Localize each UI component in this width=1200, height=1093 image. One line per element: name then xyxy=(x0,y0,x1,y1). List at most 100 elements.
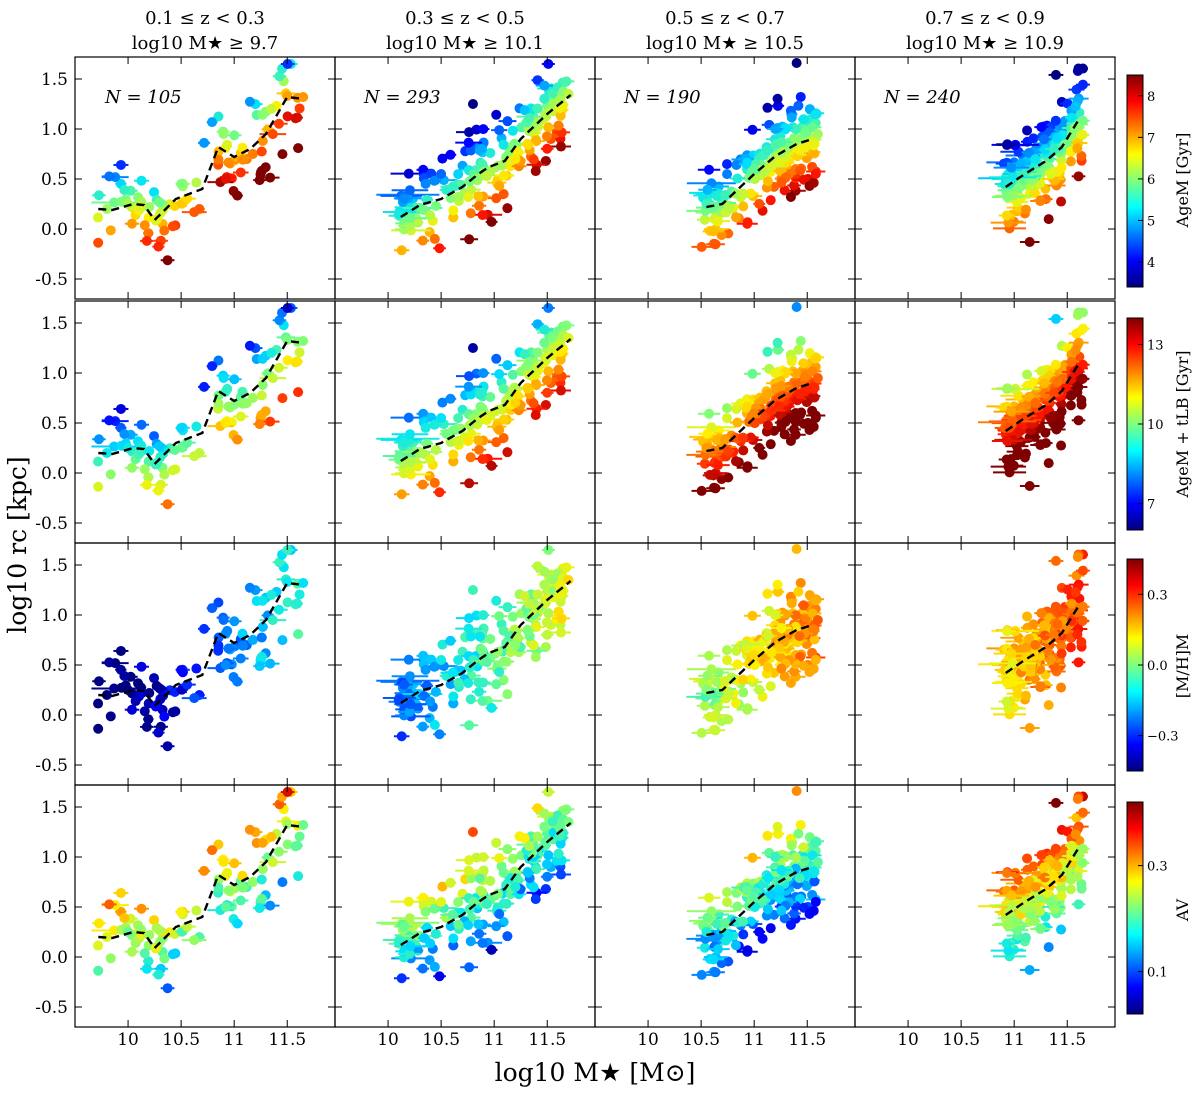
median-trend-line xyxy=(706,381,813,453)
column-title-mass: log10 M★ ≥ 9.7 xyxy=(132,33,278,54)
data-point xyxy=(524,113,535,124)
data-point xyxy=(176,423,187,433)
data-point xyxy=(779,185,790,196)
data-point xyxy=(1066,112,1077,123)
data-point xyxy=(494,425,505,436)
data-point xyxy=(1022,611,1033,622)
data-point xyxy=(265,416,276,427)
data-point xyxy=(1028,619,1039,630)
data-point xyxy=(699,214,710,225)
data-point xyxy=(742,401,753,412)
data-point xyxy=(498,675,509,686)
data-point xyxy=(563,575,574,585)
data-point xyxy=(712,460,723,471)
data-point xyxy=(101,690,112,700)
data-point xyxy=(417,235,428,246)
data-point xyxy=(502,116,513,127)
data-point xyxy=(1049,387,1060,398)
data-point xyxy=(477,454,488,465)
data-point xyxy=(256,146,267,157)
data-point xyxy=(149,187,160,198)
data-point xyxy=(232,190,243,201)
data-point xyxy=(436,169,447,179)
data-point xyxy=(223,885,234,896)
data-point xyxy=(282,91,293,101)
data-point xyxy=(561,320,572,331)
data-point xyxy=(167,221,178,232)
data-point xyxy=(510,640,521,650)
data-point xyxy=(543,59,554,69)
data-point xyxy=(704,408,715,419)
data-point xyxy=(543,122,554,133)
data-point xyxy=(1045,655,1056,666)
data-point xyxy=(267,615,278,626)
data-point xyxy=(790,368,801,379)
median-trend-line xyxy=(1005,606,1079,674)
data-point xyxy=(154,441,165,452)
data-point xyxy=(779,671,790,682)
data-point xyxy=(403,896,414,907)
data-point xyxy=(282,355,293,366)
data-point xyxy=(1036,122,1047,133)
data-point xyxy=(502,689,513,700)
data-point xyxy=(532,319,543,330)
data-point xyxy=(699,700,710,711)
data-point xyxy=(153,485,164,496)
data-point xyxy=(780,609,791,620)
data-point xyxy=(502,447,513,458)
data-point xyxy=(745,188,756,199)
data-point xyxy=(1065,156,1076,167)
data-point xyxy=(785,677,796,688)
data-point xyxy=(213,882,224,893)
data-point xyxy=(798,600,809,611)
data-point xyxy=(222,867,233,878)
data-point xyxy=(776,623,787,634)
data-point xyxy=(712,191,723,202)
data-point xyxy=(453,655,464,666)
data-point xyxy=(425,454,436,465)
data-point xyxy=(235,895,246,906)
data-point xyxy=(794,389,805,400)
data-point xyxy=(149,431,160,442)
data-point xyxy=(770,124,781,135)
data-point xyxy=(247,148,258,159)
data-point xyxy=(474,200,485,211)
data-point xyxy=(1072,552,1083,562)
data-point xyxy=(434,729,445,740)
data-point xyxy=(232,676,243,687)
data-point xyxy=(448,449,459,460)
data-point xyxy=(791,58,802,68)
data-point xyxy=(247,876,258,887)
data-point xyxy=(467,99,478,109)
data-point xyxy=(1049,629,1060,640)
data-point xyxy=(222,625,233,636)
data-point xyxy=(104,171,115,182)
data-point xyxy=(429,719,440,730)
data-point xyxy=(1076,151,1087,162)
data-point xyxy=(1077,129,1088,140)
data-point xyxy=(176,665,187,675)
data-point xyxy=(465,145,476,156)
data-point xyxy=(762,588,773,599)
panel-r4-c1 xyxy=(74,784,336,1028)
data-point xyxy=(742,461,753,472)
data-point xyxy=(104,415,115,426)
data-point xyxy=(1001,696,1012,707)
data-point xyxy=(561,562,572,573)
median-trend-line xyxy=(1005,364,1079,432)
data-point xyxy=(810,595,821,606)
data-point xyxy=(528,398,539,409)
data-point xyxy=(465,452,476,463)
data-point xyxy=(465,694,476,705)
panel-r1-c2 xyxy=(334,56,596,300)
data-point xyxy=(141,235,152,246)
data-point xyxy=(144,446,155,456)
data-point xyxy=(430,444,441,455)
data-point xyxy=(477,403,488,414)
data-point xyxy=(119,185,130,196)
data-point xyxy=(1006,406,1017,417)
median-trend-line xyxy=(98,823,304,950)
data-point xyxy=(1045,413,1056,424)
data-point xyxy=(463,613,474,624)
panel-r3-c4 xyxy=(854,542,1116,786)
